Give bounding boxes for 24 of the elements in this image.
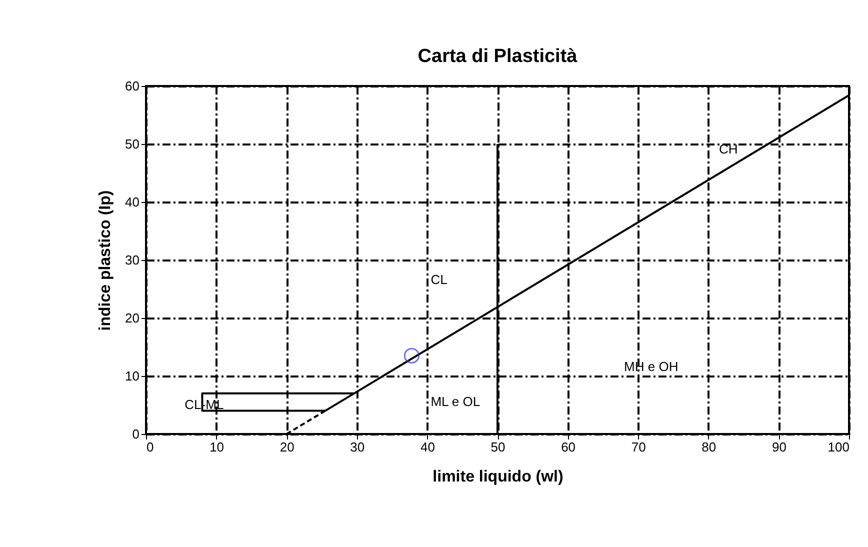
x-axis-title: limite liquido (wl)	[432, 468, 564, 486]
x-tick-label: 100	[828, 440, 850, 454]
annotation: ML e OL	[430, 394, 480, 409]
y-tick-label: 0	[132, 426, 140, 442]
chart-title: Carta di Plasticità	[418, 46, 578, 67]
x-tick-label: 10	[210, 440, 224, 454]
y-tick-label: 40	[125, 194, 140, 210]
x-tick-label: 40	[420, 440, 435, 454]
x-tick-label: 0	[146, 440, 154, 454]
x-tick-label: 90	[772, 440, 786, 454]
y-tick-label: 60	[125, 78, 140, 94]
y-tick-label: 50	[125, 136, 140, 152]
y-tick-label: 10	[125, 368, 140, 384]
annotation: MH e OH	[624, 359, 678, 374]
annotation: CL	[430, 272, 448, 288]
x-tick-label: 60	[561, 440, 576, 454]
x-tick-label: 70	[631, 440, 646, 454]
x-tick-label: 80	[702, 440, 716, 454]
x-tick-label: 20	[280, 440, 294, 454]
y-axis-title: indice plastico (Ip)	[97, 190, 114, 331]
x-tick-label: 50	[490, 440, 506, 454]
y-tick-label: 20	[125, 310, 140, 326]
x-tick-label: 30	[350, 440, 365, 454]
y-tick-label: 30	[125, 252, 140, 268]
